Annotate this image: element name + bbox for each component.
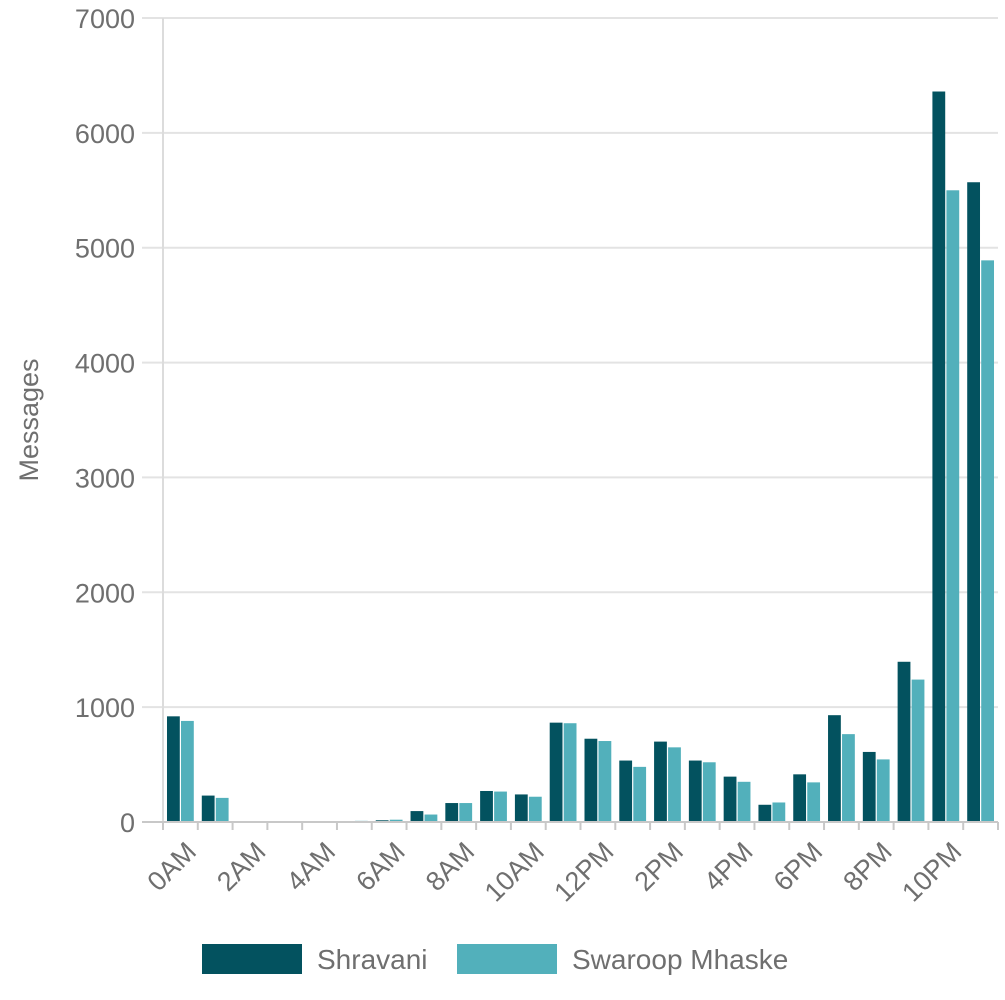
series-1	[180, 190, 995, 823]
bar-10PM-series-a[interactable]	[932, 91, 946, 823]
x-tick-label: 8PM	[837, 836, 897, 896]
bar-1PM-series-b[interactable]	[633, 766, 647, 822]
bar-11PM-series-b[interactable]	[981, 260, 995, 822]
bar-12PM-series-a[interactable]	[584, 738, 598, 822]
bar-7AM-series-a[interactable]	[410, 811, 424, 822]
bar-8PM-series-a[interactable]	[862, 751, 876, 822]
x-tick-label: 2AM	[211, 836, 271, 896]
x-axis-ticks	[162, 822, 999, 830]
bar-10AM-series-b[interactable]	[528, 796, 542, 822]
bar-10AM-series-a[interactable]	[514, 794, 528, 822]
legend-swatch	[202, 944, 302, 974]
x-tick-label: 4PM	[698, 836, 758, 896]
x-tick-label: 10PM	[896, 836, 967, 907]
y-tick-label: 7000	[75, 4, 135, 34]
bar-1AM-series-a[interactable]	[201, 795, 215, 822]
bar-8PM-series-b[interactable]	[876, 759, 890, 822]
x-tick-label: 8AM	[420, 836, 480, 896]
x-tick-label: 6PM	[768, 836, 828, 896]
y-axis-title: Messages	[14, 358, 44, 481]
bar-2PM-series-a[interactable]	[654, 741, 667, 822]
series-0	[166, 91, 981, 823]
y-tick-label: 5000	[75, 234, 135, 264]
x-tick-label: 6AM	[350, 836, 410, 896]
bar-3PM-series-b[interactable]	[702, 762, 716, 822]
y-tick-label: 4000	[75, 349, 135, 379]
x-tick-label: 12PM	[548, 836, 619, 907]
y-tick-label: 3000	[75, 463, 135, 493]
bar-5PM-series-b[interactable]	[772, 802, 786, 822]
bar-6PM-series-a[interactable]	[793, 774, 807, 822]
bar-4PM-series-b[interactable]	[737, 781, 751, 822]
bar-11PM-series-a[interactable]	[967, 182, 981, 822]
y-tick-label: 2000	[75, 578, 135, 608]
bar-9PM-series-b[interactable]	[911, 679, 925, 822]
y-axis-tick-labels: 0 1000 2000 3000 4000 5000 6000 7000	[75, 4, 135, 838]
y-tick-label: 0	[120, 808, 135, 838]
bar-1PM-series-a[interactable]	[619, 760, 633, 822]
bar-series	[166, 91, 995, 823]
bar-9PM-series-a[interactable]	[897, 661, 911, 822]
legend-item-1[interactable]: Swaroop Mhaske	[457, 944, 788, 975]
bar-3PM-series-a[interactable]	[688, 760, 702, 822]
bar-0AM-series-b[interactable]	[180, 720, 194, 822]
bar-1AM-series-b[interactable]	[215, 797, 229, 822]
bar-7AM-series-b[interactable]	[424, 814, 438, 822]
y-tick-label: 1000	[75, 693, 135, 723]
bar-7PM-series-b[interactable]	[842, 734, 855, 822]
legend[interactable]: Shravani Swaroop Mhaske	[202, 944, 788, 975]
bar-11AM-series-b[interactable]	[563, 723, 577, 822]
legend-swatch	[457, 944, 557, 974]
bar-10PM-series-b[interactable]	[946, 190, 960, 823]
bar-0AM-series-a[interactable]	[166, 716, 180, 822]
legend-item-0[interactable]: Shravani	[202, 944, 428, 975]
bar-12PM-series-b[interactable]	[598, 741, 612, 822]
bar-9AM-series-a[interactable]	[480, 790, 493, 822]
bar-6PM-series-b[interactable]	[807, 782, 821, 822]
x-tick-label: 0AM	[142, 836, 202, 896]
bar-11AM-series-a[interactable]	[549, 722, 563, 822]
legend-label: Swaroop Mhaske	[572, 944, 788, 975]
bar-8AM-series-b[interactable]	[459, 803, 473, 822]
bar-5PM-series-a[interactable]	[758, 804, 772, 822]
x-tick-label: 4AM	[281, 836, 341, 896]
legend-label: Shravani	[317, 944, 428, 975]
bar-4PM-series-a[interactable]	[723, 776, 737, 822]
bar-6AM-series-b[interactable]	[389, 819, 403, 822]
bar-8AM-series-a[interactable]	[445, 803, 459, 822]
bar-2PM-series-b[interactable]	[668, 747, 681, 822]
grid-lines	[142, 17, 998, 709]
x-tick-label: 10AM	[479, 836, 550, 907]
bar-9AM-series-b[interactable]	[494, 791, 507, 822]
bar-7PM-series-a[interactable]	[828, 715, 841, 822]
y-tick-label: 6000	[75, 119, 135, 149]
x-tick-label: 2PM	[629, 836, 689, 896]
